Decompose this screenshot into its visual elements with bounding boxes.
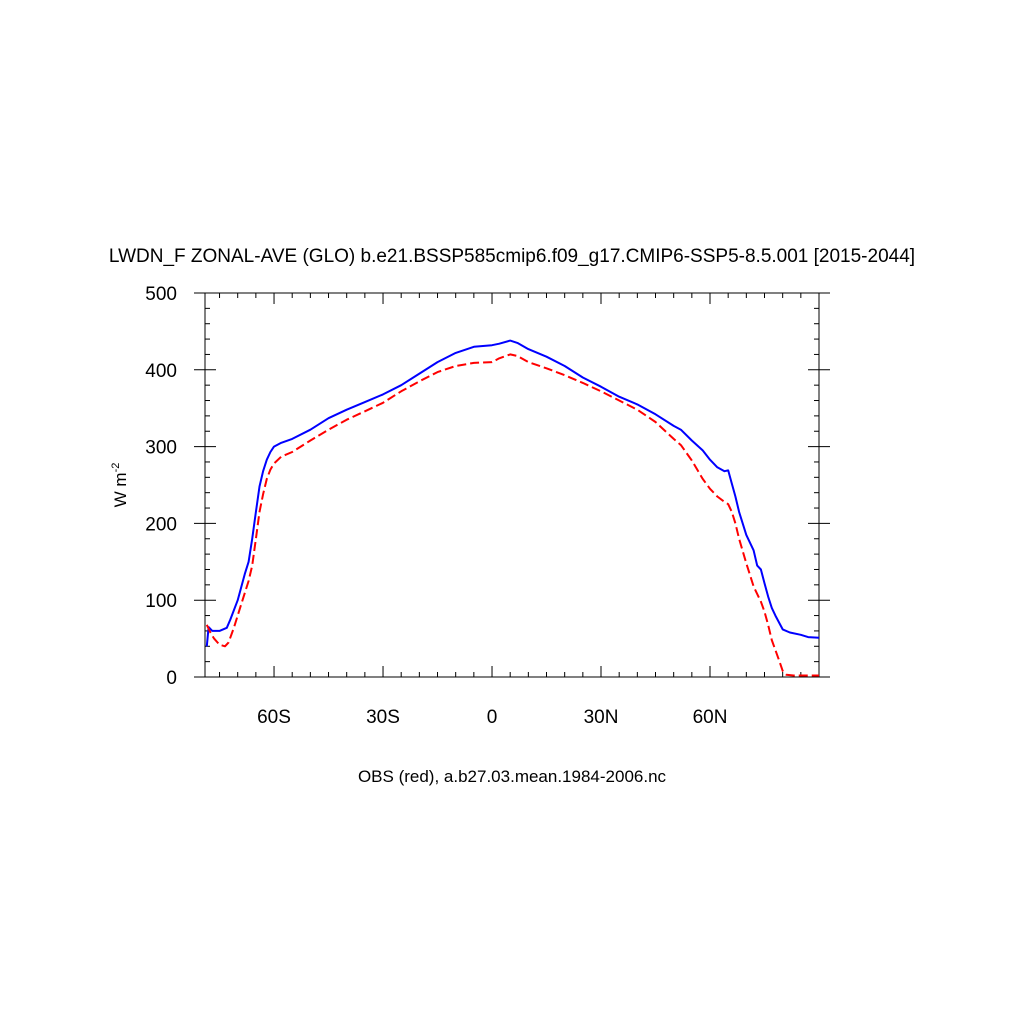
- obs-series-line: [205, 353, 819, 677]
- y-axis-label-exponent: -2: [110, 463, 122, 473]
- model-series-line: [205, 339, 820, 647]
- y-axis-label-text: W m: [111, 472, 130, 507]
- y-tick-label: 400: [145, 361, 177, 382]
- chart-title: LWDN_F ZONAL-AVE (GLO) b.e21.BSSP585cmip…: [109, 246, 915, 267]
- x-tick-label: 60S: [257, 707, 291, 728]
- chart-subtitle: OBS (red), a.b27.03.mean.1984-2006.nc: [358, 767, 667, 786]
- y-tick-label: 0: [166, 668, 177, 689]
- plot-area: 60S 30S 0 30N 60N 0 100 200 300 400 500: [145, 284, 830, 728]
- x-tick-label: 30N: [584, 707, 619, 728]
- x-tick-label: 60N: [693, 707, 728, 728]
- x-tick-label: 0: [487, 707, 498, 728]
- y-tick-label: 300: [145, 438, 177, 459]
- x-tick-label: 30S: [366, 707, 400, 728]
- plot-frame: [204, 292, 820, 678]
- y-tick-label: 100: [145, 591, 177, 612]
- y-axis-label: W m-2: [110, 463, 130, 508]
- y-tick-label: 200: [145, 514, 177, 535]
- y-tick-label: 500: [145, 284, 177, 305]
